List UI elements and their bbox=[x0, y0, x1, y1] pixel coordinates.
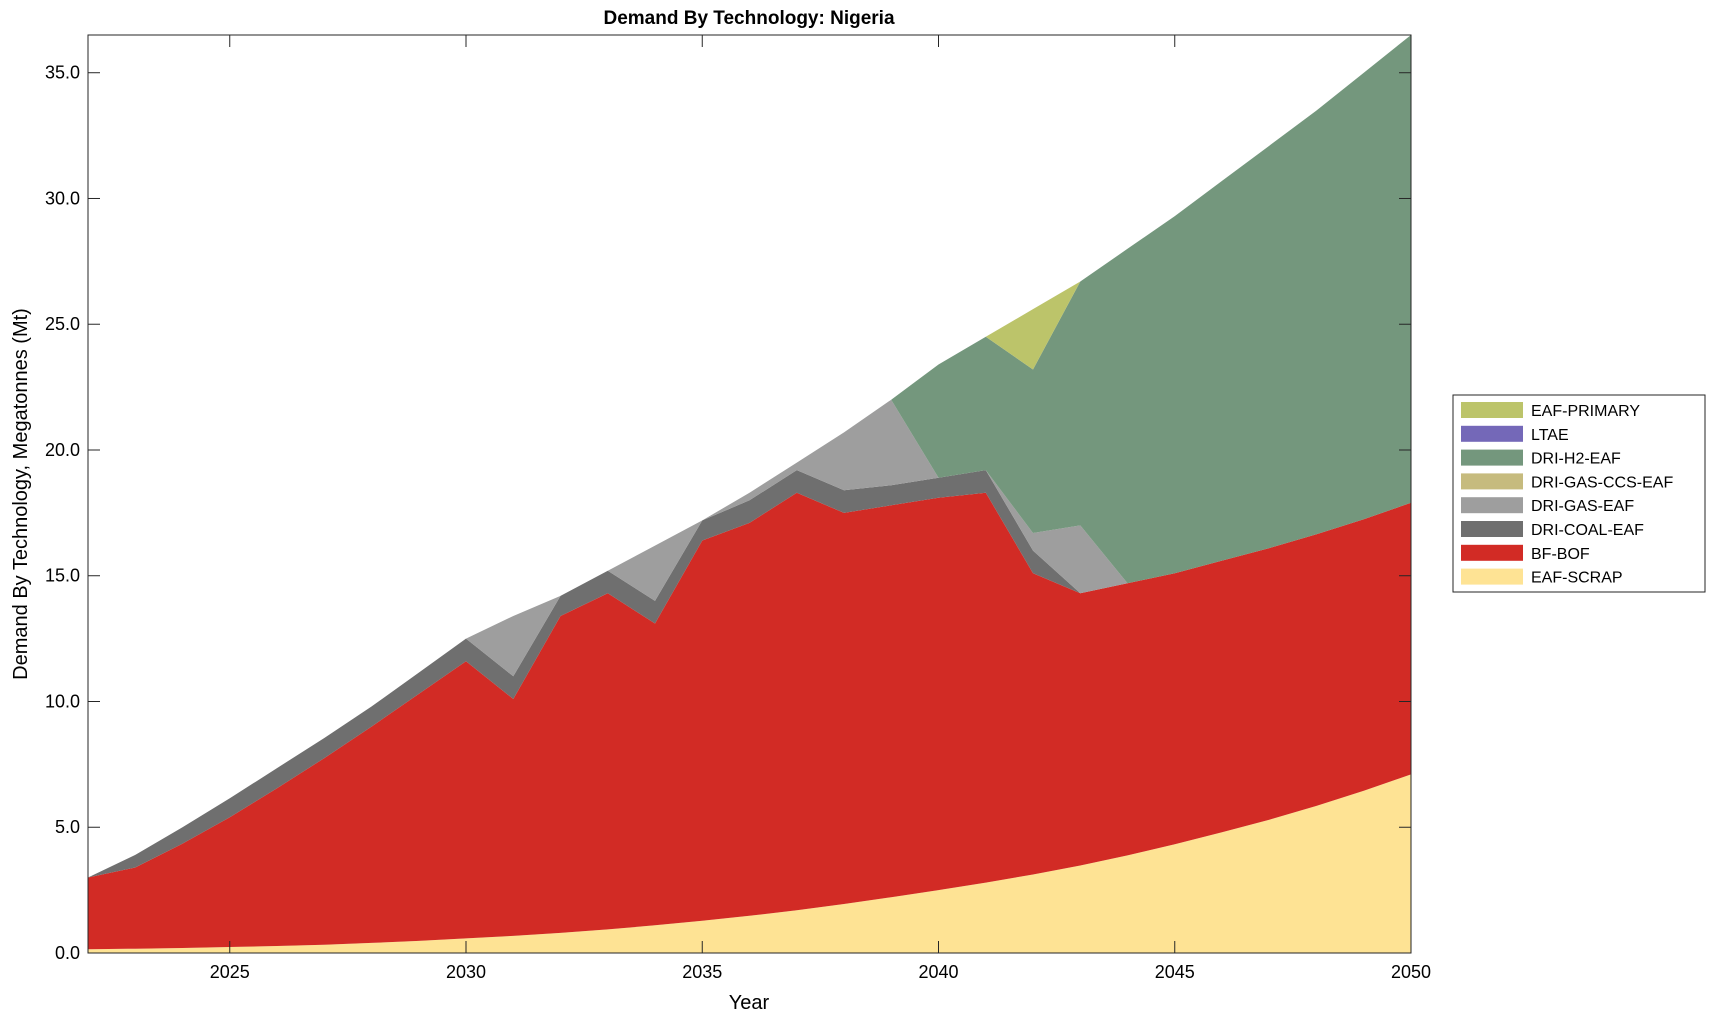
y-tick-label: 20.0 bbox=[45, 440, 80, 460]
legend-swatch-dri-gas-ccs-eaf bbox=[1461, 473, 1523, 490]
legend-label: LTAE bbox=[1531, 427, 1569, 444]
areas-group bbox=[88, 35, 1411, 953]
area-eaf-scrap bbox=[88, 774, 1411, 953]
y-tick-label: 5.0 bbox=[55, 817, 80, 837]
legend: EAF-PRIMARY LTAE DRI-H2-EAF DRI-GAS-CCS-EAF… bbox=[1452, 394, 1706, 593]
chart-title: Demand By Technology: Nigeria bbox=[603, 8, 894, 29]
y-tick-label: 30.0 bbox=[45, 188, 80, 208]
legend-swatch-bf-bof bbox=[1461, 544, 1523, 561]
legend-swatch-eaf-scrap bbox=[1461, 568, 1523, 585]
y-tick-label: 10.0 bbox=[45, 691, 80, 711]
legend-label: DRI-H2-EAF bbox=[1531, 451, 1621, 468]
legend-label: DRI-GAS-CCS-EAF bbox=[1531, 474, 1673, 491]
x-tick-label: 2025 bbox=[210, 962, 250, 982]
area-dri-h2-eaf bbox=[88, 35, 1411, 878]
x-tick-label: 2045 bbox=[1155, 962, 1195, 982]
legend-swatch-dri-coal-eaf bbox=[1461, 521, 1523, 537]
x-tick-label: 2035 bbox=[682, 962, 722, 982]
area-dri-gas-eaf bbox=[88, 399, 1411, 878]
axes-group: 2025 2030 2035 2040 2045 2050 0.0 5.0 10.0 15.0 20… bbox=[45, 34, 1431, 982]
x-tick-label: 2040 bbox=[918, 962, 958, 982]
legend-swatch-dri-gas-eaf bbox=[1461, 497, 1523, 514]
legend-label: DRI-GAS-EAF bbox=[1531, 498, 1634, 515]
area-bf-bof bbox=[88, 492, 1411, 950]
legend-swatch-ltae bbox=[1461, 425, 1523, 442]
y-tick-label: 15.0 bbox=[45, 566, 80, 586]
x-axis-label: Year bbox=[729, 992, 770, 1014]
y-tick-label: 0.0 bbox=[55, 943, 80, 963]
x-tick-label: 2030 bbox=[446, 962, 486, 982]
legend-swatch-dri-h2-eaf bbox=[1461, 449, 1523, 466]
y-tick-label: 25.0 bbox=[45, 314, 80, 334]
y-tick-label: 35.0 bbox=[45, 63, 80, 83]
legend-label: BF-BOF bbox=[1531, 546, 1590, 563]
x-tick-label: 2050 bbox=[1391, 962, 1431, 982]
legend-label: EAF-PRIMARY bbox=[1531, 403, 1640, 420]
legend-label: EAF-SCRAP bbox=[1531, 570, 1623, 587]
plot-frame bbox=[87, 34, 1412, 954]
legend-swatch-eaf-primary bbox=[1461, 402, 1523, 418]
legend-label: DRI-COAL-EAF bbox=[1531, 522, 1644, 539]
y-axis-label: Demand By Technology, Megatonnes (Mt) bbox=[10, 308, 32, 680]
